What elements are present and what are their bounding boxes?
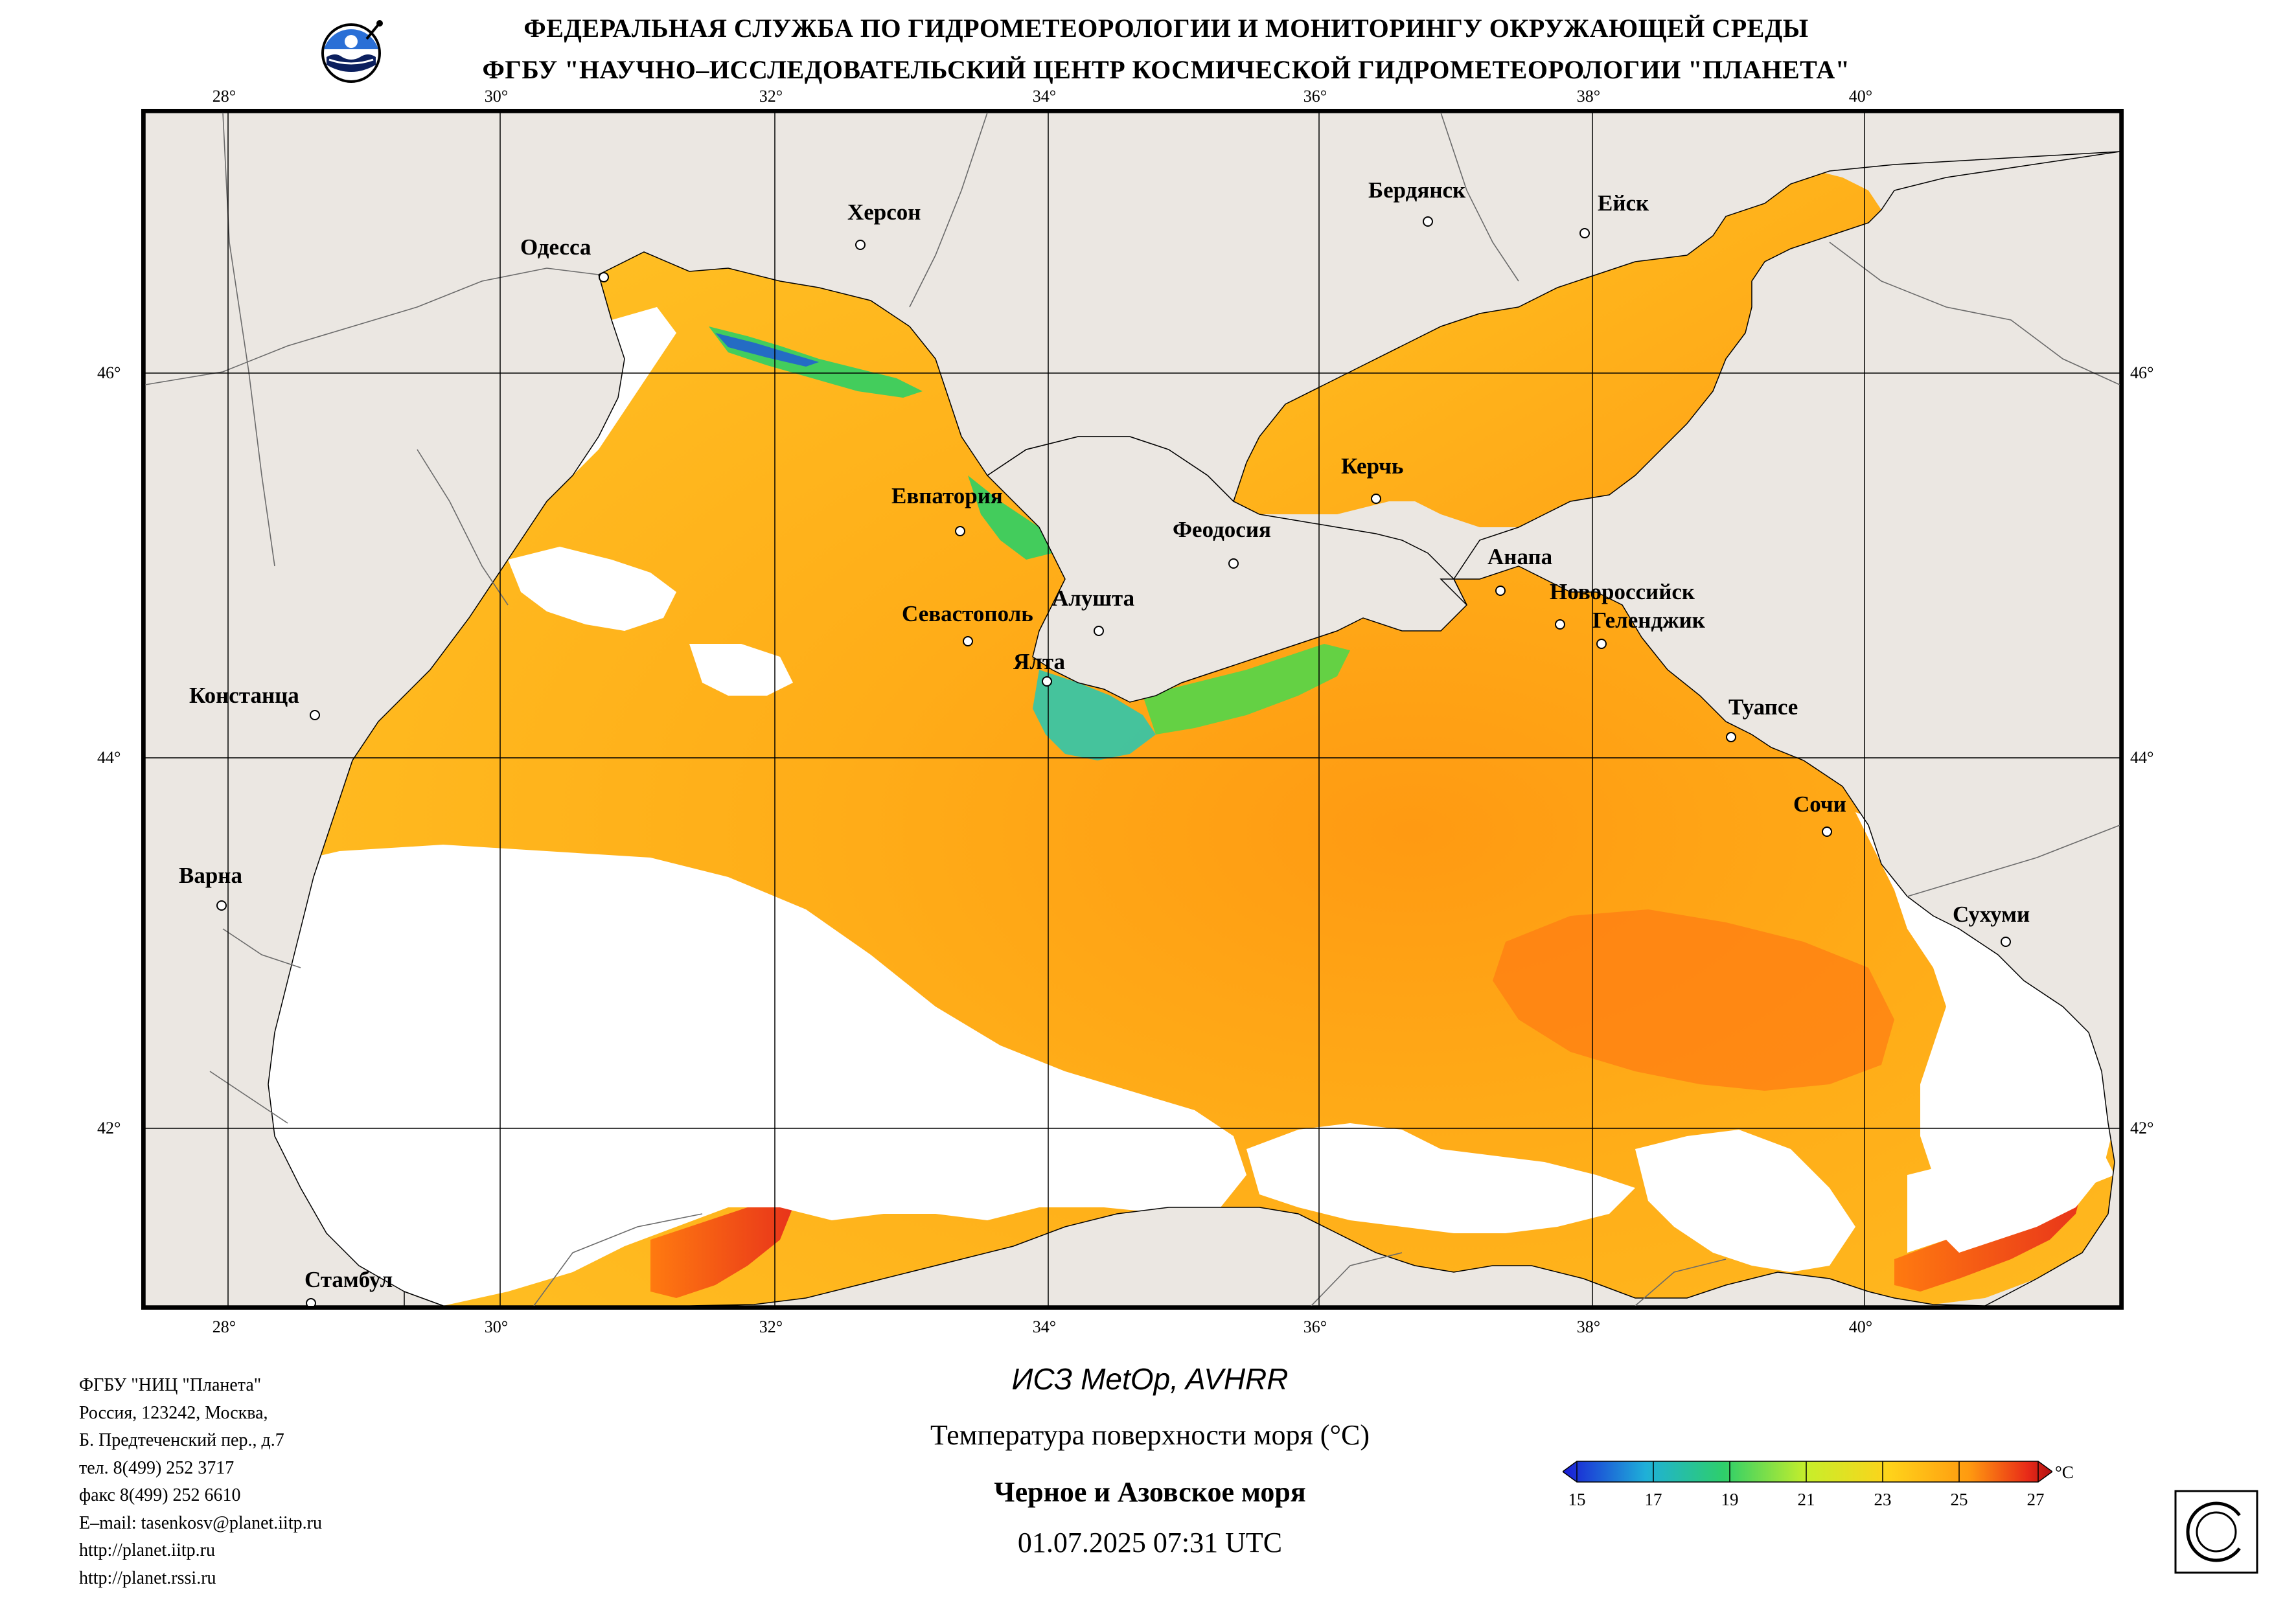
contact-url-2: http://planet.rssi.ru	[79, 1567, 216, 1588]
city-label-constanta: Констанца	[189, 683, 299, 708]
city-label-sukhumi: Сухуми	[1953, 902, 2030, 927]
lat-label-right-44: 44°	[2130, 748, 2154, 767]
lat-label-right-42: 42°	[2130, 1119, 2154, 1137]
city-label-tuapse: Туапсе	[1728, 694, 1798, 720]
lon-label-bottom-38: 38°	[1576, 1317, 1601, 1336]
city-label-kerch: Керчь	[1341, 453, 1404, 479]
contact-url-1: http://planet.iitp.ru	[79, 1540, 215, 1560]
city-label-istanbul: Стамбул	[304, 1267, 393, 1292]
lon-label-bottom-30: 30°	[484, 1317, 509, 1336]
lon-label-bottom-34: 34°	[1032, 1317, 1057, 1336]
city-label-novorossiysk: Новороссийск	[1550, 579, 1695, 604]
borders-and-rivers	[145, 113, 2120, 1306]
lon-label-bottom-40: 40°	[1848, 1317, 1873, 1336]
lon-label-top-34: 34°	[1032, 87, 1057, 106]
colorbar-tick-23: 23	[1874, 1490, 1892, 1509]
contact-org: ФГБУ "НИЦ "Планета"	[79, 1375, 262, 1395]
parameter-caption: Температура поверхности моря (°C)	[930, 1419, 1370, 1451]
city-label-yalta: Ялта	[1013, 649, 1066, 674]
contact-phone: тел. 8(499) 252 3717	[79, 1457, 235, 1478]
cool-zone-crimea-west	[968, 475, 1052, 560]
lon-label-top-38: 38°	[1576, 87, 1601, 106]
contact-country: Россия, 123242, Москва,	[79, 1402, 268, 1423]
lon-label-bottom-32: 32°	[759, 1317, 783, 1336]
land-north	[145, 113, 2120, 1306]
city-label-anapa: Анапа	[1487, 544, 1553, 569]
colorbar-tick-17: 17	[1644, 1490, 1662, 1509]
lat-label-left-42: 42°	[97, 1119, 121, 1137]
lon-label-bottom-36: 36°	[1303, 1317, 1327, 1336]
sst-map-canvas	[145, 113, 2120, 1306]
city-label-varna: Варна	[179, 863, 242, 888]
colorbar-tick-15: 15	[1568, 1490, 1586, 1509]
lat-label-left-44: 44°	[97, 748, 121, 767]
cool-zone-crimea-south	[1033, 670, 1156, 760]
cloud-mask-east	[1855, 812, 2115, 1253]
cloud-mask-south-east	[1635, 1130, 1855, 1272]
lon-label-top-32: 32°	[759, 87, 783, 106]
city-label-yeysk: Ейск	[1598, 190, 1649, 216]
azov-sea-water	[1234, 171, 1881, 527]
colorbar-tick-19: 19	[1721, 1490, 1739, 1509]
center-title: ФГБУ "НАУЧНО–ИССЛЕДОВАТЕЛЬСКИЙ ЦЕНТР КОС…	[482, 55, 1850, 84]
lat-label-right-46: 46°	[2130, 363, 2154, 382]
land-turkey	[404, 1207, 1986, 1306]
city-label-alushta: Алушта	[1052, 586, 1135, 611]
cloud-mask-south-central	[1246, 1123, 1635, 1233]
lon-label-top-30: 30°	[484, 87, 509, 106]
cloud-mask-turkey-east	[1907, 1143, 2115, 1253]
city-label-sochi: Сочи	[1793, 792, 1846, 817]
sst-map	[141, 109, 2124, 1310]
city-label-berdyansk: Бердянск	[1368, 177, 1466, 203]
colorbar-unit: °C	[2055, 1463, 2074, 1482]
iso-certification-stamp	[2174, 1490, 2258, 1574]
satellite-caption: ИСЗ MetOp, AVHRR	[1011, 1362, 1289, 1396]
city-label-feodosia: Феодосия	[1173, 517, 1271, 542]
warm-zone-east	[1493, 909, 1894, 1091]
land-caucasus	[1440, 151, 2120, 1306]
city-label-sevastopol: Севастополь	[902, 601, 1033, 626]
lon-label-bottom-28: 28°	[212, 1317, 236, 1336]
temperature-colorbar	[1563, 1461, 2052, 1483]
lat-label-left-46: 46°	[97, 363, 121, 382]
cloud-mask-southwest	[229, 845, 1246, 1306]
lon-label-top-36: 36°	[1303, 87, 1327, 106]
colorbar-bar	[1563, 1461, 2052, 1483]
lon-label-top-28: 28°	[212, 87, 236, 106]
warm-zone-turkey-coast-1	[650, 1201, 793, 1298]
colorbar-tick-21: 21	[1797, 1490, 1815, 1509]
city-label-evpatoria: Евпатория	[891, 483, 1003, 508]
cloud-mask-northwest-2	[689, 644, 793, 696]
roshydromet-logo	[321, 20, 383, 83]
city-label-gelendzhik: Геленджик	[1592, 608, 1705, 633]
contact-email: E–mail: tasenkosv@planet.iitp.ru	[79, 1512, 322, 1533]
graticule	[145, 113, 2120, 1306]
city-markers	[216, 216, 2011, 1306]
colorbar-tick-25: 25	[1950, 1490, 1968, 1509]
cool-zone-odessa-blue	[715, 333, 819, 367]
city-label-kherson: Херсон	[847, 199, 921, 225]
agency-title: ФЕДЕРАЛЬНАЯ СЛУЖБА ПО ГИДРОМЕТЕОРОЛОГИИ …	[523, 14, 1809, 43]
datetime-caption: 01.07.2025 07:31 UTC	[1017, 1527, 1283, 1558]
contact-fax: факс 8(499) 252 6610	[79, 1485, 241, 1505]
contact-street: Б. Предтеченский пер., д.7	[79, 1430, 284, 1450]
cool-zone-crimea-south-green	[1143, 644, 1350, 735]
city-label-odessa: Одесса	[520, 234, 591, 260]
lon-label-top-40: 40°	[1848, 87, 1873, 106]
contact-block: ФГБУ "НИЦ "Планета" Россия, 123242, Моск…	[79, 1372, 481, 1592]
colorbar-tick-27: 27	[2026, 1490, 2045, 1509]
region-caption: Черное и Азовское моря	[994, 1476, 1306, 1508]
cloud-mask-northwest-1	[508, 547, 676, 631]
